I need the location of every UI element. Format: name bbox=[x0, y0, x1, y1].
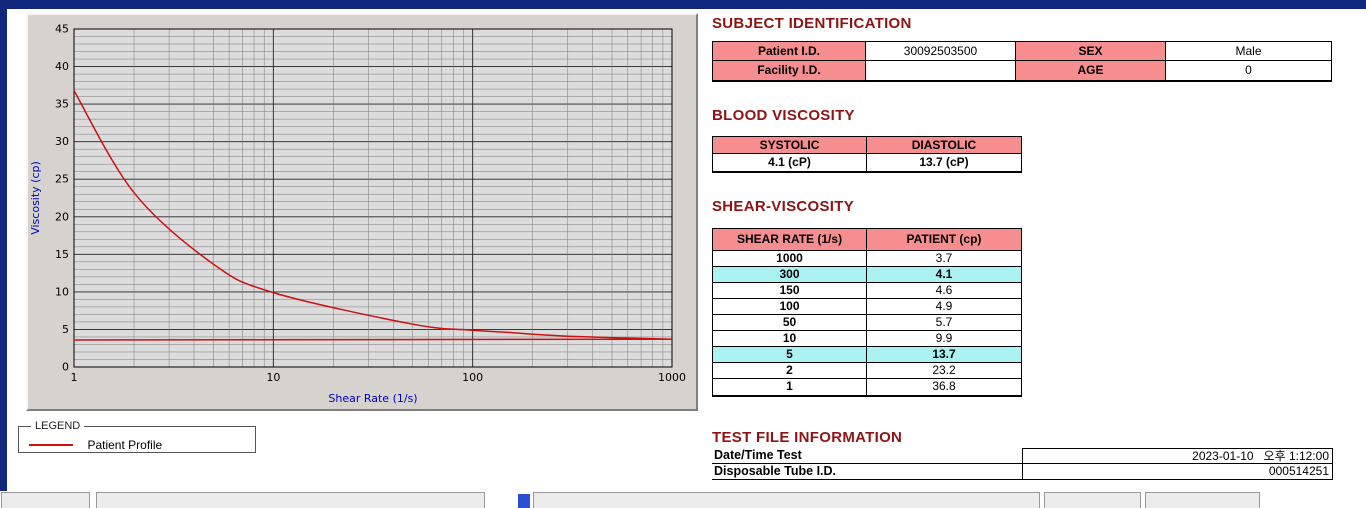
taskbar-accent-square bbox=[518, 494, 530, 508]
svg-text:25: 25 bbox=[55, 173, 69, 186]
patient-cp-cell: 3.7 bbox=[935, 251, 953, 265]
window-top-edge bbox=[0, 0, 1366, 9]
shear-rate-header: SHEAR RATE (1/s) bbox=[713, 229, 867, 250]
table-row: 100 4.9 bbox=[713, 299, 1021, 315]
diastolic-value: 13.7 (cP) bbox=[919, 155, 969, 169]
facility-id-value bbox=[866, 61, 1016, 80]
sex-value: Male bbox=[1166, 42, 1331, 61]
shear-viscosity-heading: SHEAR-VISCOSITY bbox=[712, 198, 855, 215]
date-time-test-value: 2023-01-10 오후 1:12:00 bbox=[1022, 448, 1333, 464]
disposable-tube-id-value: 000514251 bbox=[1022, 464, 1333, 479]
diastolic-header: DIASTOLIC bbox=[867, 137, 1021, 154]
patient-id-label: Patient I.D. bbox=[713, 42, 866, 61]
svg-text:40: 40 bbox=[55, 60, 69, 73]
patient-profile-line-swatch bbox=[29, 443, 73, 446]
table-row: 1000 3.7 bbox=[713, 251, 1021, 267]
patient-cp-cell: 4.9 bbox=[935, 299, 953, 313]
shear-viscosity-header-row: SHEAR RATE (1/s) PATIENT (cp) bbox=[713, 229, 1021, 251]
svg-text:0: 0 bbox=[62, 361, 69, 374]
patient-cp-cell: 4.6 bbox=[935, 283, 953, 297]
shear-rate-cell: 10 bbox=[713, 331, 867, 346]
svg-text:35: 35 bbox=[55, 98, 69, 111]
blood-viscosity-heading: BLOOD VISCOSITY bbox=[712, 107, 855, 124]
shear-rate-cell: 50 bbox=[713, 315, 867, 330]
date-time-test-label: Date/Time Test bbox=[714, 448, 802, 462]
patient-cp-cell: 9.9 bbox=[935, 331, 953, 345]
patient-cp-cell: 13.7 bbox=[867, 347, 1021, 362]
shear-rate-cell: 1000 bbox=[713, 251, 867, 266]
taskbar-button-3[interactable] bbox=[533, 492, 1040, 508]
patient-cp-cell: 23.2 bbox=[932, 363, 956, 377]
sex-label: SEX bbox=[1016, 42, 1166, 61]
legend-title: LEGEND bbox=[35, 420, 81, 432]
svg-text:1000: 1000 bbox=[658, 371, 686, 384]
patient-cp-cell: 36.8 bbox=[932, 379, 956, 393]
svg-text:30: 30 bbox=[55, 135, 69, 148]
svg-text:10: 10 bbox=[55, 285, 69, 298]
table-row: 1 36.8 bbox=[713, 379, 1021, 395]
shear-rate-cell: 100 bbox=[713, 299, 867, 314]
viscosity-chart-panel: 0 5 10 15 20 25 30 35 40 45 1 10 100 1000 Shear Rate (… bbox=[26, 13, 698, 411]
systolic-value: 4.1 (cP) bbox=[713, 154, 867, 171]
svg-text:Shear Rate (1/s): Shear Rate (1/s) bbox=[328, 392, 417, 405]
age-label: AGE bbox=[1016, 61, 1166, 80]
svg-text:5: 5 bbox=[62, 323, 69, 336]
patient-cp-cell: 4.1 bbox=[867, 267, 1021, 282]
taskbar-button-1[interactable] bbox=[1, 492, 90, 508]
table-row: 50 5.7 bbox=[713, 315, 1021, 331]
table-row: 10 9.9 bbox=[713, 331, 1021, 347]
blood-viscosity-table: SYSTOLIC DIASTOLIC 4.1 (cP) 13.7 (cP) bbox=[712, 136, 1022, 173]
shear-viscosity-chart: 0 5 10 15 20 25 30 35 40 45 1 10 100 1000 Shear Rate (… bbox=[29, 23, 686, 406]
table-row: 300 4.1 bbox=[713, 267, 1021, 283]
svg-text:1: 1 bbox=[71, 371, 78, 384]
taskbar-button-2[interactable] bbox=[96, 492, 485, 508]
svg-text:20: 20 bbox=[55, 210, 69, 223]
subject-identification-heading: SUBJECT IDENTIFICATION bbox=[712, 15, 912, 32]
shear-rate-cell: 1 bbox=[713, 379, 867, 395]
test-file-information-table: Date/Time Test 2023-01-10 오후 1:12:00 Dis… bbox=[712, 448, 1333, 480]
svg-text:15: 15 bbox=[55, 248, 69, 261]
patient-id-value: 30092503500 bbox=[866, 42, 1016, 61]
svg-text:100: 100 bbox=[462, 371, 483, 384]
legend-box: LEGEND Patient Profile bbox=[18, 420, 256, 453]
bottom-button-bar bbox=[0, 491, 1366, 508]
shear-rate-cell: 150 bbox=[713, 283, 867, 298]
taskbar-button-4[interactable] bbox=[1044, 492, 1141, 508]
patient-cp-header: PATIENT (cp) bbox=[867, 229, 1021, 250]
subject-identification-table: Patient I.D. 30092503500 SEX Male Facili… bbox=[712, 41, 1332, 82]
shear-viscosity-table: SHEAR RATE (1/s) PATIENT (cp) 1000 3.7 3… bbox=[712, 228, 1022, 397]
patient-cp-cell: 5.7 bbox=[935, 315, 953, 329]
shear-rate-cell: 5 bbox=[713, 347, 867, 362]
facility-id-label: Facility I.D. bbox=[713, 61, 866, 80]
svg-text:10: 10 bbox=[266, 371, 280, 384]
systolic-header: SYSTOLIC bbox=[713, 137, 867, 154]
age-value: 0 bbox=[1245, 63, 1252, 77]
taskbar-button-5[interactable] bbox=[1145, 492, 1260, 508]
table-row: Disposable Tube I.D. 000514251 bbox=[712, 464, 1333, 480]
disposable-tube-id-label: Disposable Tube I.D. bbox=[714, 464, 837, 478]
table-row: Date/Time Test 2023-01-10 오후 1:12:00 bbox=[712, 448, 1333, 464]
table-row: 5 13.7 bbox=[713, 347, 1021, 363]
test-file-information-heading: TEST FILE INFORMATION bbox=[712, 429, 903, 446]
table-row: 150 4.6 bbox=[713, 283, 1021, 299]
table-row: 2 23.2 bbox=[713, 363, 1021, 379]
shear-rate-cell: 2 bbox=[713, 363, 867, 378]
svg-text:Viscosity (cp): Viscosity (cp) bbox=[29, 161, 42, 235]
legend-item-label: Patient Profile bbox=[87, 437, 163, 452]
window-left-edge bbox=[0, 0, 7, 491]
svg-text:45: 45 bbox=[55, 23, 69, 36]
shear-rate-cell: 300 bbox=[713, 267, 867, 282]
